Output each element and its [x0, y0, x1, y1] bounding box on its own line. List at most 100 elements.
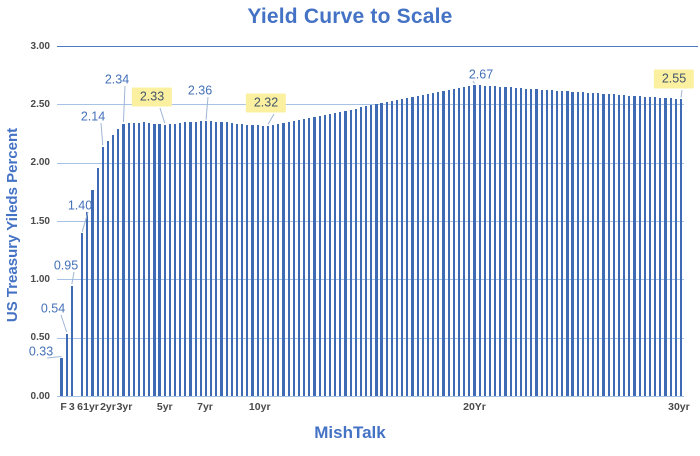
yield-bar	[463, 87, 466, 397]
yield-bar	[256, 125, 259, 397]
yield-bar	[375, 104, 378, 397]
yield-bar	[432, 93, 435, 397]
yield-bar	[251, 124, 254, 397]
yield-bar	[323, 114, 326, 397]
yield-bar	[173, 123, 177, 397]
footer-watermark: MishTalk	[314, 423, 386, 442]
yield-bar	[230, 122, 233, 397]
yield-bar	[65, 333, 68, 397]
yield-bar	[597, 93, 600, 397]
yield-bar	[106, 141, 110, 397]
y-axis-tick-label: 0.00	[30, 390, 50, 402]
yield-bar	[204, 121, 208, 397]
yield-bar	[189, 122, 192, 397]
leader-line	[267, 113, 275, 125]
x-axis-tick-label: 30yr	[668, 401, 690, 413]
leader-line	[680, 89, 683, 98]
yield-bar	[638, 96, 641, 397]
yield-bar	[581, 92, 584, 397]
yield-bar	[556, 90, 559, 397]
y-axis-tick-label: 1.00	[30, 273, 50, 285]
yield-bar	[659, 97, 662, 397]
yield-bar	[184, 122, 187, 397]
y-axis-tick-label: 2.50	[30, 98, 50, 110]
yield-bar	[364, 106, 368, 397]
yield-bar	[313, 116, 316, 397]
yield-bar	[509, 87, 512, 397]
yield-bar	[499, 86, 502, 397]
leader-line	[205, 96, 209, 120]
yield-bar	[654, 97, 657, 397]
yield-bar	[318, 115, 321, 397]
yield-bar	[643, 96, 646, 397]
yield-bar	[607, 94, 610, 397]
data-label: 2.34	[104, 72, 130, 87]
yield-bar	[235, 123, 239, 397]
yield-bar	[158, 124, 161, 397]
yield-bar	[153, 123, 156, 397]
yield-bar	[421, 95, 424, 397]
leader-line	[100, 122, 104, 146]
yield-bar	[266, 125, 270, 397]
yield-bar	[143, 122, 146, 397]
x-axis-tick-label: 6	[77, 401, 83, 413]
x-axis-tick-label: 1yr	[83, 401, 99, 413]
yield-bar	[344, 110, 347, 397]
yield-bar	[272, 124, 275, 397]
yield-bar	[494, 86, 497, 397]
x-axis-tick-label: F	[60, 401, 67, 413]
yield-bar	[478, 85, 481, 397]
yield-bar	[530, 88, 533, 397]
yield-bar	[586, 92, 590, 397]
yield-bar	[168, 124, 171, 397]
yield-bar	[648, 96, 652, 397]
yield-bar	[339, 111, 342, 397]
data-label: 2.36	[187, 83, 213, 98]
yield-bar	[70, 285, 73, 397]
y-axis-tick-label: 3.00	[30, 40, 50, 52]
yield-bar	[210, 121, 213, 397]
yield-bar	[447, 90, 450, 397]
yield-bar	[277, 123, 280, 397]
yield-bar	[282, 122, 285, 397]
yield-bar	[91, 190, 94, 397]
yield-bar	[241, 124, 244, 397]
yield-bar	[504, 87, 507, 397]
yield-bar	[411, 97, 414, 397]
data-label: 1.40	[67, 198, 93, 213]
yield-bar	[401, 99, 404, 397]
yield-bar	[370, 105, 373, 397]
data-label: 0.54	[40, 301, 66, 316]
yield-bar	[287, 121, 290, 397]
yield-bar	[246, 124, 249, 397]
yield-bar	[576, 92, 579, 397]
yield-bar	[612, 94, 615, 397]
x-axis-tick-label: 3yr	[116, 401, 133, 413]
yield-bar	[617, 94, 621, 397]
yield-bar	[220, 122, 223, 397]
yield-bar	[303, 118, 306, 397]
yield-bar	[148, 122, 151, 397]
gridline	[57, 396, 684, 397]
yield-bar	[60, 358, 63, 397]
yield-bar	[519, 88, 523, 397]
yield-bar	[514, 87, 517, 397]
x-axis-tick-label: 7yr	[197, 401, 213, 413]
gridline	[57, 46, 698, 48]
yield-bar	[199, 121, 202, 397]
yield-bar	[261, 125, 264, 397]
yield-bar	[395, 100, 399, 397]
yield-bar	[623, 95, 626, 397]
x-axis-tick-label: 20Yr	[463, 401, 486, 413]
yield-bar	[297, 119, 301, 397]
yield-bar	[225, 122, 228, 397]
yield-bar	[664, 97, 667, 397]
yield-bar	[416, 96, 419, 397]
yield-bar	[112, 135, 115, 397]
yield-bar	[669, 98, 672, 397]
yield-bar	[406, 98, 409, 397]
yield-bar	[545, 89, 548, 397]
yield-bar	[602, 93, 605, 397]
yield-bar	[132, 122, 135, 397]
data-label-highlighted: 2.32	[245, 93, 287, 113]
